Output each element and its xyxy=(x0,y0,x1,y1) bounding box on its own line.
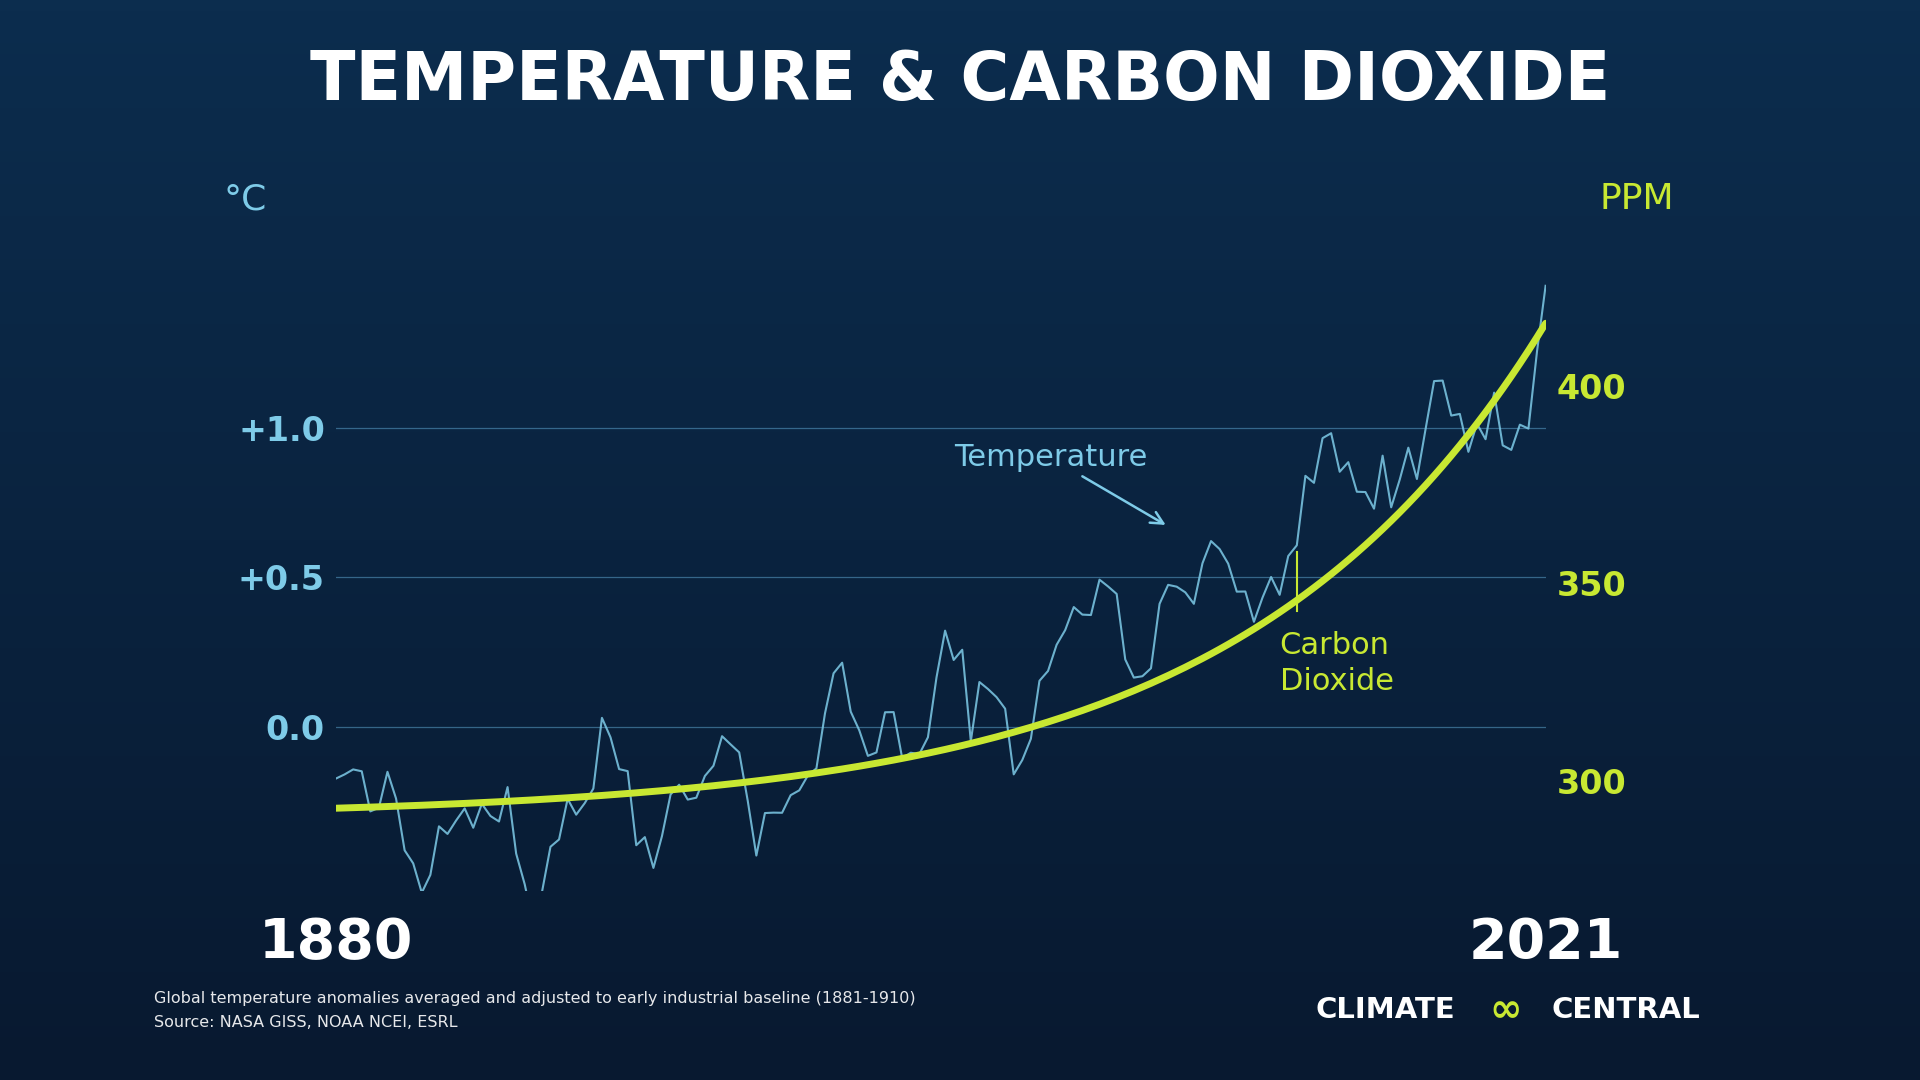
Text: °C: °C xyxy=(223,183,267,216)
Text: CENTRAL: CENTRAL xyxy=(1551,996,1699,1024)
Text: Carbon
Dioxide: Carbon Dioxide xyxy=(1279,631,1394,696)
Text: CLIMATE: CLIMATE xyxy=(1315,996,1455,1024)
Text: Temperature: Temperature xyxy=(954,443,1164,524)
Text: TEMPERATURE & CARBON DIOXIDE: TEMPERATURE & CARBON DIOXIDE xyxy=(309,48,1611,114)
Text: PPM: PPM xyxy=(1599,183,1674,216)
Text: ∞: ∞ xyxy=(1490,990,1521,1029)
Text: Global temperature anomalies averaged and adjusted to early industrial baseline : Global temperature anomalies averaged an… xyxy=(154,991,916,1007)
Text: Source: NASA GISS, NOAA NCEI, ESRL: Source: NASA GISS, NOAA NCEI, ESRL xyxy=(154,1015,457,1030)
